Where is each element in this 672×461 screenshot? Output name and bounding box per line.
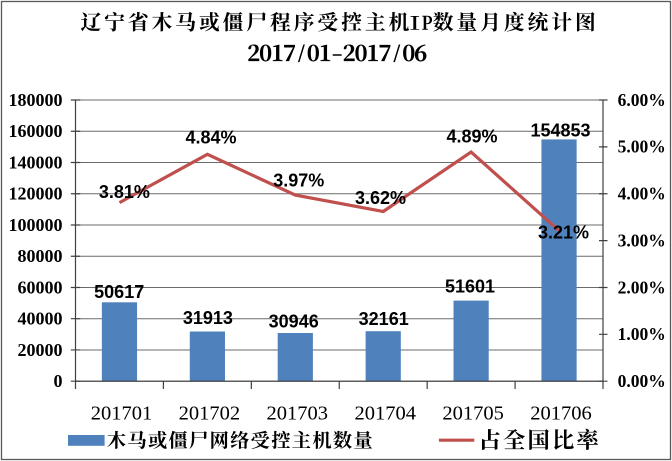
- svg-text:4.00%: 4.00%: [618, 184, 666, 204]
- svg-text:4.89%: 4.89%: [446, 127, 497, 147]
- svg-text:3.00%: 3.00%: [618, 230, 666, 250]
- svg-text:6.00%: 6.00%: [618, 90, 666, 110]
- svg-text:30946: 30946: [269, 312, 319, 332]
- svg-text:50617: 50617: [94, 282, 144, 302]
- svg-text:201701: 201701: [91, 402, 153, 424]
- svg-text:3.21%: 3.21%: [538, 222, 589, 242]
- svg-text:160000: 160000: [9, 121, 63, 141]
- svg-text:0: 0: [54, 371, 63, 391]
- svg-text:20000: 20000: [18, 340, 63, 360]
- svg-text:180000: 180000: [9, 90, 63, 110]
- svg-text:100000: 100000: [9, 215, 63, 235]
- svg-text:3.81%: 3.81%: [99, 182, 150, 202]
- svg-text:3.97%: 3.97%: [273, 171, 324, 191]
- svg-text:60000: 60000: [18, 277, 63, 297]
- svg-text:31913: 31913: [183, 308, 233, 328]
- svg-text:140000: 140000: [9, 152, 63, 172]
- svg-text:0.00%: 0.00%: [618, 371, 666, 391]
- svg-text:32161: 32161: [359, 309, 409, 329]
- svg-text:40000: 40000: [18, 309, 63, 329]
- svg-text:201705: 201705: [442, 402, 504, 424]
- svg-text:120000: 120000: [9, 184, 63, 204]
- svg-text:201703: 201703: [267, 402, 329, 424]
- svg-text:4.84%: 4.84%: [185, 128, 236, 148]
- svg-text:51601: 51601: [445, 277, 495, 297]
- svg-text:2.00%: 2.00%: [618, 277, 666, 297]
- svg-text:5.00%: 5.00%: [618, 137, 666, 157]
- svg-text:80000: 80000: [18, 246, 63, 266]
- svg-text:201702: 201702: [179, 402, 241, 424]
- svg-text:1.00%: 1.00%: [618, 324, 666, 344]
- svg-text:201704: 201704: [354, 402, 416, 424]
- svg-text:154853: 154853: [530, 121, 590, 141]
- svg-text:201706: 201706: [530, 402, 592, 424]
- svg-text:3.62%: 3.62%: [355, 188, 406, 208]
